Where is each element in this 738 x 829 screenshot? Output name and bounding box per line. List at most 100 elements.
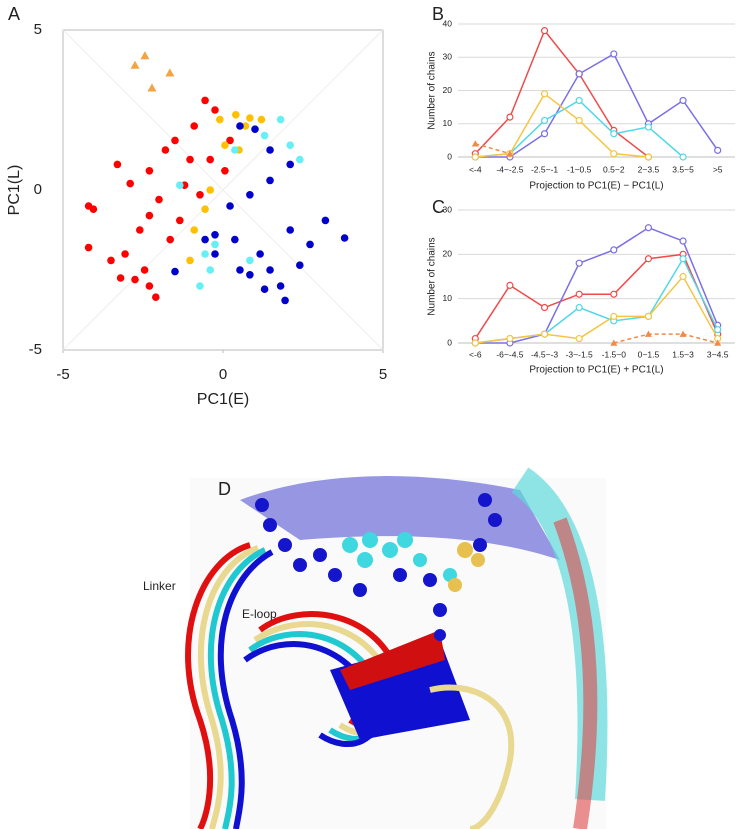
point	[540, 90, 549, 98]
point	[471, 153, 479, 161]
point	[216, 115, 224, 124]
ligand-cyan	[342, 532, 457, 582]
point	[176, 181, 184, 189]
point	[281, 296, 289, 305]
y-axis-title: Number of chains	[427, 51, 438, 129]
point	[226, 202, 234, 210]
point	[201, 205, 209, 213]
point	[506, 150, 514, 157]
x-tick-label: 1.5~3	[672, 349, 694, 359]
x-tick-label: -2.5~-1	[531, 164, 558, 174]
point	[84, 243, 93, 252]
loop-blue	[217, 549, 274, 829]
point	[644, 224, 653, 232]
point	[190, 226, 198, 234]
point	[610, 312, 618, 320]
x-tick-label: -4~-2.5	[496, 164, 523, 174]
x-tick-label: -6~-4.5	[496, 349, 523, 359]
point	[540, 303, 549, 312]
point	[540, 116, 549, 125]
x-tick-label: 0~1.5	[638, 349, 660, 359]
point	[679, 237, 687, 245]
series-line	[475, 257, 719, 344]
point	[575, 334, 583, 343]
series-line	[475, 275, 719, 344]
point	[286, 141, 295, 149]
point	[116, 274, 125, 282]
point	[575, 70, 583, 78]
point	[714, 326, 722, 334]
point	[610, 339, 618, 346]
point	[246, 256, 254, 265]
point	[610, 290, 618, 298]
point	[340, 234, 349, 242]
point	[540, 130, 549, 138]
point	[266, 146, 274, 154]
point	[186, 155, 194, 164]
point	[714, 339, 722, 346]
x-tick-label: 0	[219, 366, 227, 383]
x-tick-label: -5	[56, 366, 69, 383]
y-axis-title: Number of chains	[427, 237, 438, 315]
point	[610, 130, 618, 138]
point	[221, 141, 229, 149]
label-eloop: E-loop	[242, 607, 277, 621]
point	[165, 68, 175, 77]
point	[171, 267, 179, 276]
point	[610, 50, 618, 58]
point	[540, 330, 549, 338]
point	[140, 266, 149, 274]
point	[714, 146, 722, 154]
point	[644, 312, 653, 320]
point	[171, 136, 179, 145]
point	[575, 303, 583, 312]
point	[231, 146, 239, 154]
y-tick-label: 10	[443, 118, 453, 128]
point	[121, 250, 129, 258]
structure-image: Linker E-loop D	[143, 467, 608, 829]
x-tick-label: -4.5~-3	[531, 349, 558, 359]
diagonal	[62, 29, 384, 351]
y-tick-label: 40	[443, 18, 453, 28]
x-tick-label: <-4	[469, 164, 482, 174]
x-tick-label: 2~3.5	[638, 164, 660, 174]
point	[506, 113, 514, 121]
point	[246, 271, 254, 279]
point	[201, 250, 209, 258]
y-tick-label: 20	[443, 249, 453, 259]
loop-yellow	[197, 545, 260, 829]
series-line	[475, 99, 684, 158]
point	[306, 240, 314, 249]
point	[286, 226, 295, 234]
point	[206, 266, 214, 274]
point	[236, 122, 244, 130]
point	[131, 275, 139, 284]
y-tick-label: 0	[34, 181, 42, 198]
series-line	[613, 333, 718, 344]
point	[211, 250, 219, 258]
point	[471, 140, 479, 147]
point	[679, 255, 687, 263]
y-tick-label: 30	[443, 204, 453, 214]
point	[107, 256, 115, 265]
point	[540, 27, 549, 35]
point	[226, 136, 234, 145]
point	[232, 111, 240, 119]
point	[89, 205, 98, 213]
label-linker: Linker	[143, 579, 176, 593]
point	[221, 167, 229, 175]
point	[256, 250, 264, 258]
point	[276, 282, 285, 290]
point	[296, 261, 304, 270]
x-axis-title: Projection to PC1(E) + PC1(L)	[529, 365, 663, 376]
point	[190, 122, 198, 130]
y-tick-label: -5	[29, 341, 42, 358]
point	[140, 51, 150, 60]
series-line	[474, 29, 649, 158]
point	[231, 235, 239, 244]
point	[266, 266, 274, 274]
point	[236, 266, 244, 274]
series-line	[475, 142, 511, 155]
point	[126, 179, 134, 188]
x-tick-label: 3.5~5	[672, 164, 694, 174]
